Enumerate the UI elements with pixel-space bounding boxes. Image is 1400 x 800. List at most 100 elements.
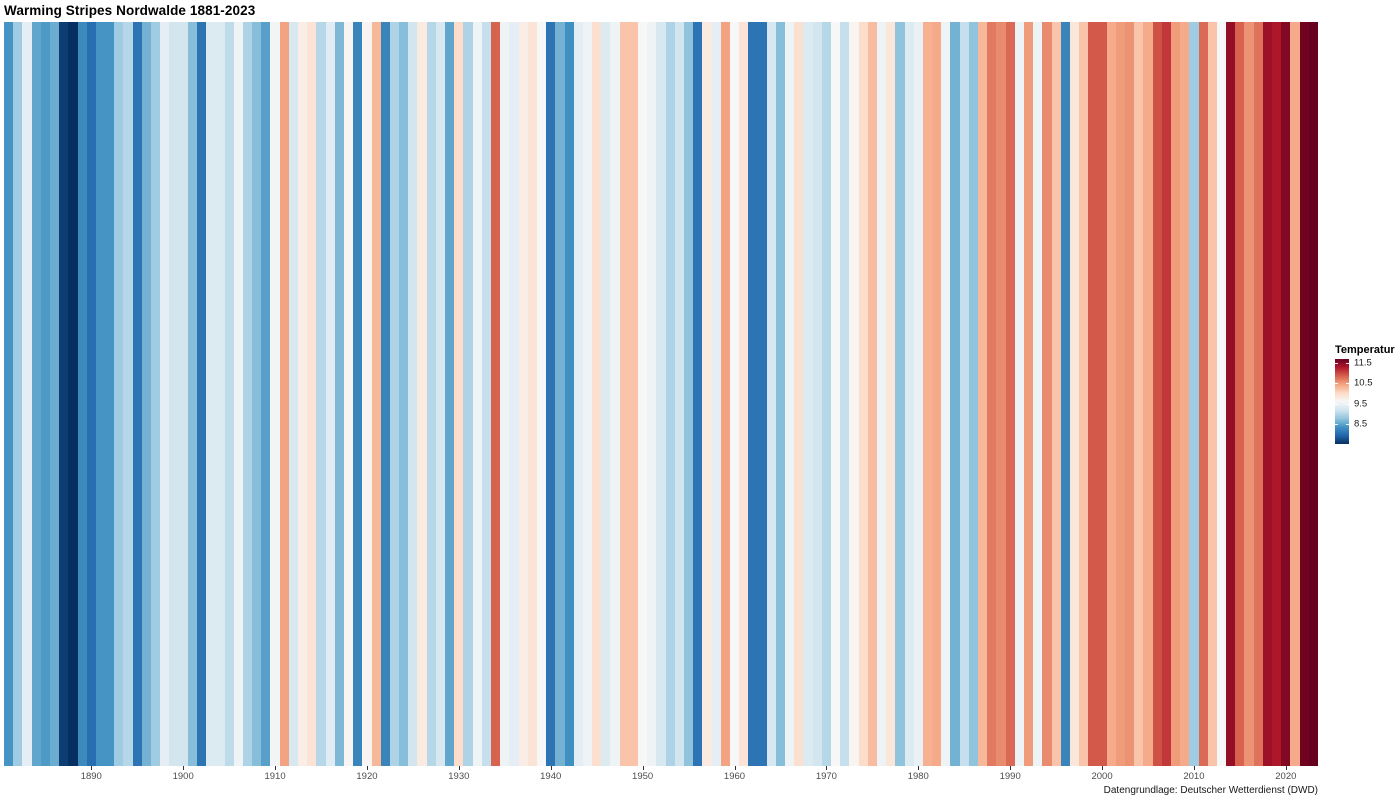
year-stripe-1976	[876, 22, 887, 766]
year-stripe-1986	[968, 22, 979, 766]
year-stripe-1983	[941, 22, 952, 766]
year-stripe-1991	[1014, 22, 1025, 766]
year-stripe-1975	[867, 22, 878, 766]
year-stripe-1982	[932, 22, 942, 766]
year-stripe-1956	[693, 22, 703, 766]
year-stripe-1950	[638, 22, 648, 766]
year-stripe-1899	[169, 22, 180, 766]
x-tick-mark-1890	[91, 766, 93, 770]
year-stripe-1939	[536, 22, 547, 766]
year-stripe-1887	[59, 22, 69, 766]
year-stripe-2019	[1272, 22, 1282, 766]
year-stripe-1936	[509, 22, 520, 766]
year-stripe-1941	[555, 22, 566, 766]
year-stripe-1898	[160, 22, 170, 766]
year-stripe-1971	[830, 22, 841, 766]
year-stripe-2009	[1180, 22, 1190, 766]
year-stripe-1958	[711, 22, 722, 766]
x-tick-label-1990: 1990	[999, 771, 1021, 782]
year-stripe-1946	[601, 22, 612, 766]
legend-tick-label-10.5: 10.5	[1354, 377, 1373, 389]
chart-caption: Datengrundlage: Deutscher Wetterdienst (…	[1103, 785, 1318, 796]
year-stripe-2003	[1125, 22, 1135, 766]
legend-bar-tick	[1346, 423, 1349, 425]
year-stripe-1996	[1060, 22, 1071, 766]
legend-tick-label-9.5: 9.5	[1354, 398, 1368, 410]
legend-colorbar	[1335, 359, 1349, 444]
x-tick-label-1890: 1890	[80, 771, 102, 782]
year-stripe-1910	[270, 22, 281, 766]
year-stripe-1889	[77, 22, 88, 766]
year-stripe-1957	[702, 22, 713, 766]
year-stripe-1979	[904, 22, 915, 766]
x-tick-mark-1950	[642, 766, 644, 770]
year-stripe-1993	[1033, 22, 1043, 766]
year-stripe-1948	[619, 22, 630, 766]
year-stripe-2001	[1106, 22, 1117, 766]
year-stripe-2010	[1189, 22, 1200, 766]
year-stripe-2012	[1207, 22, 1218, 766]
year-stripe-1923	[389, 22, 400, 766]
year-stripe-1900	[178, 22, 189, 766]
year-stripe-1920	[362, 22, 373, 766]
legend-bar-tick	[1346, 383, 1349, 385]
year-stripe-1977	[886, 22, 896, 766]
year-stripe-2021	[1290, 22, 1301, 766]
year-stripe-1904	[215, 22, 226, 766]
year-stripe-2018	[1262, 22, 1273, 766]
year-stripe-2014	[1226, 22, 1236, 766]
year-stripe-1919	[353, 22, 363, 766]
year-stripe-1955	[683, 22, 694, 766]
year-stripe-1961	[739, 22, 749, 766]
year-stripe-2022	[1299, 22, 1310, 766]
legend-tick-label-8.5: 8.5	[1354, 418, 1368, 430]
legend-bar-tick	[1335, 383, 1338, 385]
year-stripe-2015	[1235, 22, 1246, 766]
year-stripe-1928	[435, 22, 446, 766]
x-tick-label-1900: 1900	[172, 771, 194, 782]
x-tick-mark-1900	[183, 766, 185, 770]
year-stripe-1918	[343, 22, 354, 766]
year-stripe-1903	[206, 22, 216, 766]
year-stripe-1929	[445, 22, 455, 766]
year-stripe-1902	[196, 22, 207, 766]
year-stripe-1990	[1005, 22, 1016, 766]
year-stripe-1967	[794, 22, 805, 766]
year-stripe-1997	[1069, 22, 1080, 766]
year-stripe-1987	[978, 22, 988, 766]
year-stripe-2007	[1161, 22, 1172, 766]
x-tick-mark-1970	[826, 766, 828, 770]
year-stripe-1942	[564, 22, 575, 766]
year-stripe-1998	[1079, 22, 1089, 766]
x-tick-mark-1920	[366, 766, 368, 770]
year-stripe-1922	[380, 22, 391, 766]
x-tick-label-1940: 1940	[540, 771, 562, 782]
legend-bar-tick	[1346, 363, 1349, 365]
year-stripe-1938	[527, 22, 538, 766]
year-stripe-1917	[334, 22, 345, 766]
year-stripe-1926	[417, 22, 428, 766]
x-tick-label-1960: 1960	[723, 771, 746, 782]
x-tick-mark-1910	[275, 766, 277, 770]
year-stripe-1888	[68, 22, 79, 766]
year-stripe-1884	[31, 22, 42, 766]
x-tick-mark-1980	[918, 766, 920, 770]
year-stripe-1963	[757, 22, 768, 766]
year-stripe-1965	[775, 22, 786, 766]
year-stripe-1981	[922, 22, 933, 766]
year-stripe-2017	[1253, 22, 1264, 766]
year-stripe-2008	[1170, 22, 1181, 766]
year-stripe-1947	[610, 22, 621, 766]
year-stripe-1927	[426, 22, 437, 766]
year-stripe-1885	[40, 22, 51, 766]
year-stripe-1905	[224, 22, 235, 766]
year-stripe-1909	[261, 22, 272, 766]
year-stripe-2006	[1152, 22, 1163, 766]
year-stripe-1964	[766, 22, 777, 766]
year-stripe-1886	[49, 22, 60, 766]
year-stripe-2013	[1216, 22, 1227, 766]
year-stripe-1959	[720, 22, 731, 766]
year-stripe-2016	[1244, 22, 1255, 766]
year-stripe-1925	[408, 22, 419, 766]
year-stripe-1999	[1088, 22, 1099, 766]
